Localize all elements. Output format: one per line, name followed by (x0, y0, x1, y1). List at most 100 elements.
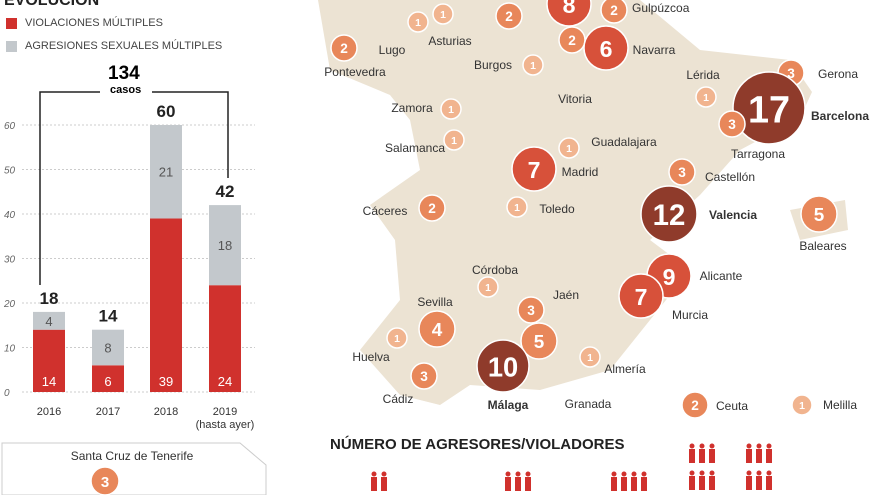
city-name: Zamora (391, 101, 433, 115)
y-tick-label: 30 (4, 255, 16, 266)
city-bubble (443, 129, 465, 151)
person-body (709, 476, 715, 490)
bar-total: 60 (157, 102, 176, 121)
city-marker: 7 Murcia (618, 273, 708, 322)
city-bubble (511, 146, 557, 192)
city-name: Málaga (488, 398, 529, 412)
city-bubble (477, 276, 499, 298)
city-bubble (618, 273, 664, 319)
x-tick-label: 2019 (213, 406, 237, 418)
bar-label-agresiones: 4 (45, 314, 52, 329)
city-bubble (640, 185, 698, 243)
city-bubble (800, 195, 838, 233)
city-bubble (330, 34, 358, 62)
legend-swatch-red (6, 17, 17, 29)
y-tick-label: 20 (3, 299, 16, 310)
city-count: 1 (485, 282, 491, 294)
person-icon (746, 443, 752, 463)
city-marker: 12 Valencia (640, 185, 757, 243)
city-marker: 1 Salamanca (385, 129, 465, 155)
city-count: 5 (814, 205, 825, 226)
legend-label: AGRESIONES SEXUALES MÚLTIPLES (25, 40, 223, 52)
city-name: Cádiz (383, 392, 414, 406)
city-bubble (432, 3, 454, 25)
person-head (505, 471, 511, 477)
city-marker: 9 Alicante (646, 253, 743, 299)
city-name: Gerona (818, 67, 858, 81)
x-tick-label: 2016 (37, 406, 61, 418)
city-name: Cáceres (363, 204, 408, 218)
person-body (641, 477, 647, 491)
person-body (689, 476, 695, 490)
person-body (525, 477, 531, 491)
person-icon (699, 443, 705, 463)
city-count: 1 (440, 9, 446, 21)
city-count: 1 (587, 352, 593, 364)
person-head (515, 471, 521, 477)
city-marker: 1 Huelva (352, 327, 408, 364)
city-name: Barcelona (811, 109, 869, 123)
legend-violaciones: VIOLACIONES MÚLTIPLES (6, 17, 163, 29)
y-tick-label: 50 (4, 166, 16, 177)
y-tick-label: 10 (4, 344, 16, 355)
bar-violaciones (33, 329, 65, 392)
city-name: Toledo (539, 202, 575, 216)
bar-total: 42 (216, 182, 235, 201)
person-head (371, 471, 377, 477)
person-body (689, 449, 695, 463)
city-name: Salamanca (385, 141, 445, 155)
city-name: Gulpúzcoa (632, 1, 690, 15)
city-marker: 2 Asturias (428, 2, 523, 48)
person-head (709, 443, 715, 449)
city-marker: 3 Cádiz (383, 362, 438, 406)
person-body (756, 476, 762, 490)
city-bubble (718, 110, 746, 138)
city-bubble (407, 11, 429, 33)
bar-agresiones (150, 125, 182, 219)
city-name: Navarra (633, 43, 676, 57)
person-head (746, 470, 752, 476)
city-bubble (668, 158, 696, 186)
person-icon (371, 471, 377, 491)
city-name: Granada (565, 397, 612, 411)
city-bubble (418, 194, 446, 222)
bar-violaciones (209, 285, 241, 392)
person-head (709, 470, 715, 476)
city-bubble (522, 54, 544, 76)
city-bubble (732, 71, 806, 145)
city-name: Murcia (672, 308, 708, 322)
city-bubble (410, 362, 438, 390)
bar-violaciones (92, 365, 124, 392)
city-count: 2 (568, 33, 576, 48)
city-marker: 3 Tarragona (718, 110, 785, 161)
city-count: 8 (563, 0, 576, 18)
city-name: Alicante (700, 269, 743, 283)
canarias-name: Santa Cruz de Tenerife (71, 449, 194, 463)
person-head (699, 470, 705, 476)
city-count: 5 (534, 332, 545, 353)
person-head (766, 443, 772, 449)
city-bubble (695, 86, 717, 108)
city-count: 12 (653, 199, 686, 232)
person-head (689, 443, 695, 449)
city-name: Valencia (709, 208, 757, 222)
bar-agresiones (92, 329, 124, 366)
person-head (746, 443, 752, 449)
city-marker: 1 Lérida (686, 68, 720, 108)
person-body (381, 477, 387, 491)
city-count: 7 (528, 157, 541, 183)
city-marker: 17 Barcelona (732, 71, 869, 145)
city-name: Vitoria (558, 92, 592, 106)
city-name: Baleares (799, 239, 846, 253)
city-count: 17 (748, 89, 790, 131)
person-head (699, 443, 705, 449)
y-tick-label: 40 (4, 210, 16, 221)
city-marker: 5 Baleares (799, 195, 847, 253)
city-bubble (440, 98, 462, 120)
city-bubble (546, 0, 592, 27)
bar-label-violaciones: 39 (159, 374, 173, 389)
x-tick-sublabel: (hasta ayer) (196, 419, 255, 431)
person-icon (611, 471, 617, 491)
